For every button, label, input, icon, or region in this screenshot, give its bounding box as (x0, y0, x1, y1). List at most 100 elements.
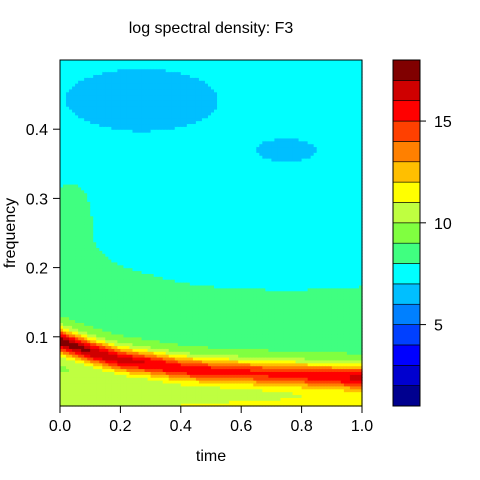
heatmap-cell (141, 221, 146, 225)
heatmap-cell (129, 307, 134, 312)
heatmap-cell (147, 302, 152, 306)
heatmap-cell (78, 342, 82, 347)
heatmap-cell (126, 74, 131, 78)
heatmap-cell (69, 284, 73, 289)
heatmap-cell (123, 103, 128, 107)
heatmap-cell (150, 195, 155, 199)
heatmap-cell (90, 129, 94, 133)
heatmap-cell (90, 91, 94, 96)
heatmap-cell (111, 310, 115, 315)
heatmap-cell (126, 325, 131, 329)
heatmap-cell (150, 258, 155, 263)
heatmap-cell (93, 356, 97, 361)
heatmap-cell (150, 224, 155, 228)
heatmap-cell (141, 134, 146, 139)
heatmap-cell (117, 305, 121, 309)
heatmap-cell (114, 146, 118, 150)
heatmap-cell (126, 204, 131, 208)
heatmap-cell (105, 400, 109, 404)
heatmap-cell (90, 322, 94, 326)
heatmap-cell (99, 120, 103, 125)
heatmap-cell (84, 351, 88, 355)
heatmap-cell (132, 299, 137, 303)
heatmap-cell (78, 336, 82, 341)
heatmap-cell (123, 247, 128, 251)
heatmap-cell (60, 207, 64, 211)
heatmap-cell (111, 244, 115, 249)
heatmap-cell (60, 351, 64, 355)
heatmap-cell (78, 195, 82, 199)
heatmap-cell (120, 80, 125, 84)
heatmap-cell (87, 244, 91, 249)
heatmap-cell (150, 114, 155, 119)
heatmap-cell (129, 155, 134, 159)
heatmap-cell (105, 313, 109, 318)
heatmap-cell (120, 83, 125, 87)
heatmap-cell (120, 319, 125, 323)
heatmap-cell (84, 233, 88, 237)
heatmap-cell (153, 299, 158, 303)
heatmap-cell (126, 328, 131, 332)
heatmap-cell (138, 227, 143, 231)
heatmap-cell (123, 290, 128, 295)
heatmap-cell (123, 74, 128, 78)
heatmap-cell (90, 305, 94, 309)
heatmap-cell (99, 114, 103, 119)
heatmap-cell (108, 65, 112, 70)
heatmap-cell (60, 227, 64, 231)
heatmap-cell (153, 397, 158, 401)
heatmap-cell (156, 77, 161, 81)
heatmap-cell (135, 62, 140, 67)
heatmap-cell (132, 316, 137, 321)
heatmap-cell (90, 178, 94, 182)
heatmap-cell (99, 244, 103, 249)
heatmap-cell (123, 302, 128, 306)
heatmap-cell (159, 114, 164, 119)
heatmap-cell (93, 302, 97, 306)
heatmap-cell (93, 374, 97, 378)
heatmap-cell (129, 204, 134, 208)
heatmap-cell (84, 339, 88, 344)
heatmap-cell (144, 68, 149, 73)
heatmap-cell (69, 80, 73, 84)
heatmap-cell (99, 201, 103, 205)
heatmap-cell (69, 374, 73, 378)
heatmap-cell (102, 342, 106, 347)
heatmap-cell (105, 71, 109, 76)
heatmap-cell (93, 149, 97, 153)
heatmap-cell (162, 94, 167, 99)
heatmap-cell (93, 186, 97, 191)
heatmap-cell (105, 224, 109, 228)
heatmap-cell (120, 163, 125, 168)
heatmap-cell (153, 287, 158, 292)
heatmap-cell (102, 103, 106, 107)
heatmap-cell (120, 253, 125, 257)
heatmap-cell (96, 186, 100, 191)
heatmap-cell (84, 394, 88, 398)
heatmap-cell (90, 342, 94, 347)
heatmap-cell (87, 195, 91, 199)
heatmap-cell (132, 60, 137, 64)
heatmap-cell (126, 284, 131, 289)
heatmap-cell (141, 258, 146, 263)
heatmap-cell (108, 319, 112, 323)
heatmap-cell (138, 388, 143, 393)
heatmap-cell (114, 256, 118, 260)
heatmap-cell (93, 221, 97, 225)
heatmap-cell (72, 325, 76, 329)
heatmap-cell (63, 169, 67, 174)
heatmap-cell (96, 391, 100, 396)
heatmap-cell (147, 305, 152, 309)
heatmap-cell (63, 132, 67, 136)
heatmap-cell (147, 380, 152, 384)
heatmap-cell (156, 270, 161, 274)
heatmap-cell (96, 215, 100, 220)
heatmap-cell (123, 394, 128, 398)
heatmap-cell (141, 137, 146, 142)
heatmap-cell (108, 273, 112, 277)
heatmap-cell (144, 264, 149, 269)
heatmap-cell (84, 158, 88, 162)
heatmap-cell (153, 183, 158, 188)
heatmap-cell (108, 270, 112, 274)
heatmap-cell (117, 345, 121, 349)
